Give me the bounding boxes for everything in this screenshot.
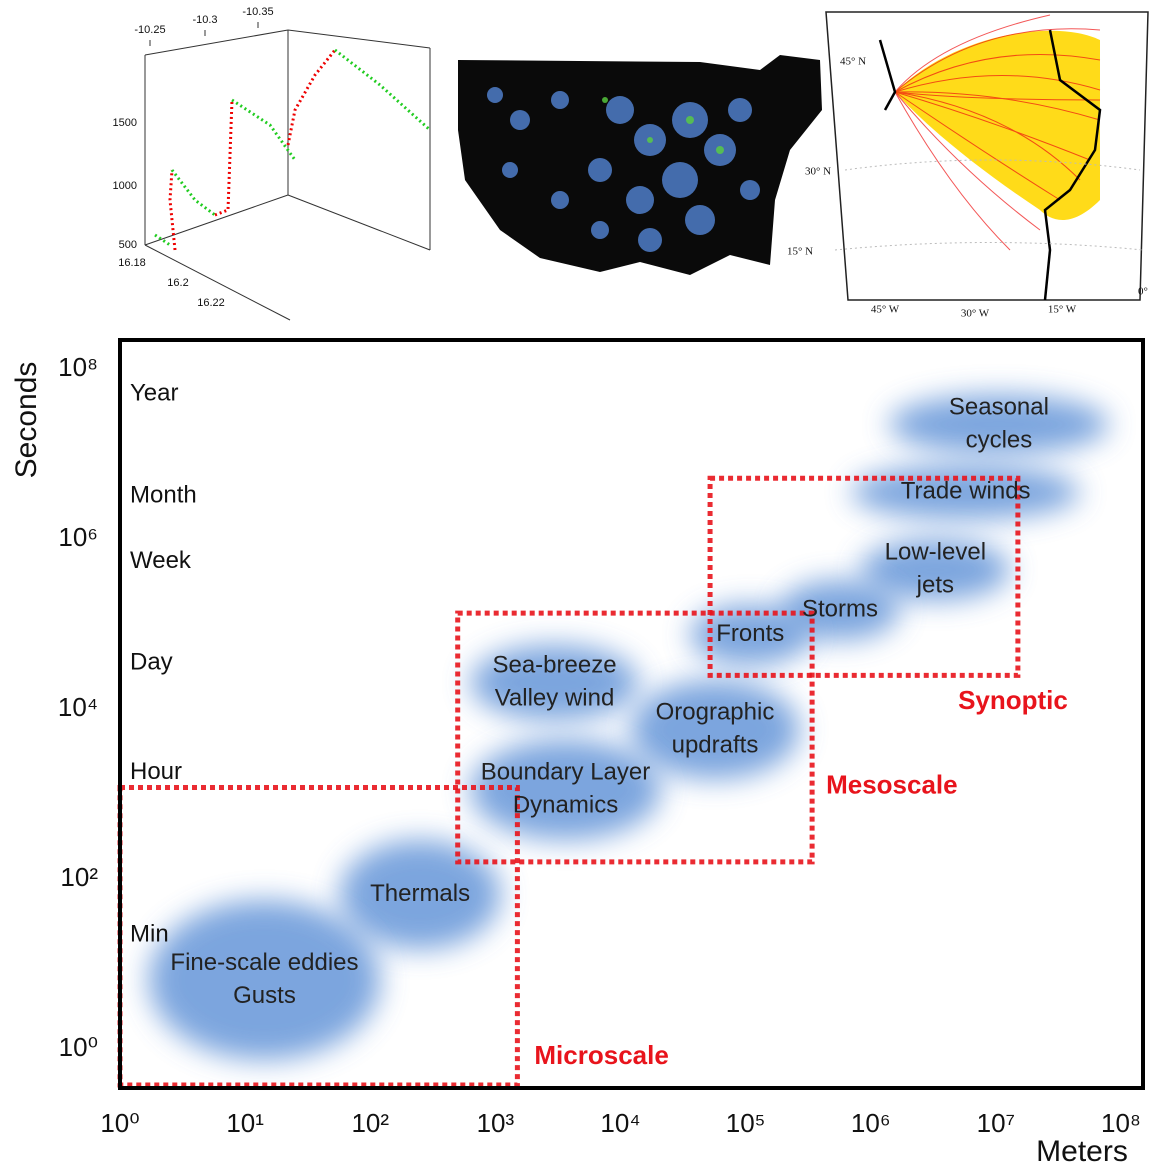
tick-label: 16.18 (118, 257, 146, 269)
phenomenon-label: Gusts (233, 982, 296, 1009)
x-tick-label: 10¹ (226, 1108, 264, 1138)
y-axis-title: Seconds (10, 362, 43, 479)
cube-frame (145, 22, 430, 320)
tick-label: 16.22 (197, 297, 225, 309)
tick-label: 1000 (113, 180, 137, 192)
phenomenon-label: Boundary Layer (481, 759, 650, 786)
lon-label: 30° W (961, 308, 990, 320)
phenomenon-blob (149, 900, 380, 1060)
tick-label: -10.3 (192, 14, 217, 26)
time-label: Week (130, 547, 192, 574)
lat-label: 30° N (805, 166, 831, 178)
phenomenon-label: cycles (966, 426, 1033, 453)
scale-chart: Seconds Meters Microscale Mesoscale Synopt… (10, 340, 1143, 1168)
phenomenon-label: Sea-breeze (492, 651, 616, 678)
phenomenon-label: Orographic (656, 698, 775, 725)
x-tick-label: 10⁶ (851, 1108, 891, 1138)
tick-label: -10.35 (242, 6, 273, 18)
scale-label: Mesoscale (826, 770, 958, 800)
phenomenon-label: Fronts (716, 620, 784, 647)
x-tick-label: 10⁸ (1101, 1108, 1141, 1138)
time-label: Month (130, 482, 197, 509)
figure: -10.25 -10.3 -10.35 1500 1000 500 16.18 … (0, 0, 1153, 1171)
tick-label: 1500 (113, 117, 137, 129)
phenomenon-label: Low-level (885, 539, 986, 566)
lat-label: 15° N (787, 246, 813, 258)
phenomenon-label: Thermals (370, 880, 470, 907)
map-panel: 45° N 30° N 15° N 45° W 30° W 15° W 0° (787, 12, 1148, 320)
x-tick-label: 10⁰ (100, 1108, 139, 1138)
scale-label: Synoptic (958, 685, 1068, 715)
phenomenon-label: Fine-scale eddies (170, 949, 358, 976)
time-label: Hour (130, 758, 182, 785)
phenomenon-label: Dynamics (513, 792, 618, 819)
phenomenon-label: Storms (802, 595, 878, 622)
x-tick-label: 10⁵ (726, 1108, 766, 1138)
y-tick-label: 10⁸ (58, 352, 98, 382)
x-tick-label: 10² (351, 1108, 389, 1138)
time-label: Day (130, 648, 173, 675)
lon-label: 0° (1138, 286, 1148, 298)
y-tick-label: 10⁰ (59, 1032, 98, 1062)
scale-label: Microscale (534, 1040, 668, 1070)
tick-label: -10.25 (134, 24, 165, 36)
plot3d-panel: -10.25 -10.3 -10.35 1500 1000 500 16.18 … (113, 6, 430, 320)
lon-label: 15° W (1048, 304, 1077, 316)
x-tick-label: 10⁴ (600, 1108, 640, 1138)
x-tick-label: 10⁷ (977, 1108, 1015, 1138)
x-tick-label: 10³ (477, 1108, 515, 1138)
phenomenon-label: Trade winds (901, 478, 1031, 505)
radar-panel (458, 55, 822, 275)
tick-label: 16.2 (167, 277, 188, 289)
phenomenon-label: updrafts (672, 731, 759, 758)
phenomenon-label: Valley wind (495, 684, 615, 711)
lat-label: 45° N (840, 56, 866, 68)
y-tick-label: 10⁶ (58, 522, 98, 552)
phenomenon-label: jets (916, 572, 954, 599)
time-label: Year (130, 379, 179, 406)
lon-label: 45° W (871, 304, 900, 316)
phenomenon-label: Seasonal (949, 393, 1049, 420)
phenomenon-blob (630, 680, 799, 779)
y-tick-label: 10² (60, 862, 98, 892)
tick-label: 500 (119, 239, 137, 251)
trajectory (155, 50, 430, 250)
time-label: Min (130, 920, 169, 947)
y-tick-label: 10⁴ (58, 692, 98, 722)
x-axis-title: Meters (1036, 1135, 1128, 1168)
